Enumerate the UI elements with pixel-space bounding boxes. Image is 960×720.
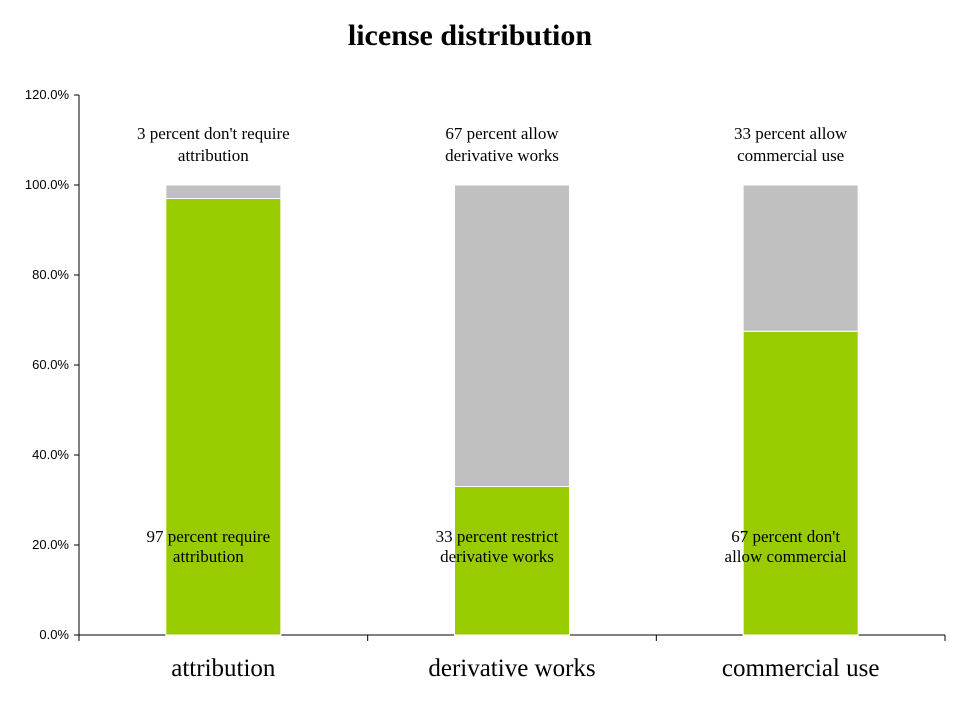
bar-green	[165, 198, 282, 636]
bar-green	[454, 486, 570, 636]
x-category-label: derivative works	[428, 655, 595, 682]
annotation-bottom: 67 percent don't	[731, 527, 840, 546]
y-tick-label: 40.0%	[32, 447, 69, 462]
annotation-bottom: allow commercial	[725, 547, 848, 566]
x-category-label: commercial use	[722, 655, 880, 682]
annotation-bottom: 33 percent restrict	[436, 527, 559, 546]
bar-gray	[742, 184, 859, 332]
annotation-top: 33 percent allow	[734, 124, 848, 143]
annotation-top: 67 percent allow	[445, 124, 559, 143]
annotation-bottom: attribution	[173, 547, 244, 566]
bar-green	[742, 330, 859, 636]
annotation-bottom: derivative works	[440, 547, 554, 566]
x-category-label: attribution	[171, 655, 276, 682]
bar-gray	[454, 184, 570, 487]
y-tick-label: 80.0%	[32, 267, 69, 282]
annotation-top: commercial use	[737, 146, 844, 165]
annotation-top: derivative works	[445, 146, 559, 165]
y-tick-label: 60.0%	[32, 357, 69, 372]
y-tick-label: 120.0%	[25, 87, 70, 102]
labels: attribution 3 percent don't require attrib…	[137, 124, 879, 682]
y-tick-label: 20.0%	[32, 537, 69, 552]
bars	[165, 184, 859, 636]
annotation-top: 3 percent don't require	[137, 124, 290, 143]
y-tick-label: 0.0%	[39, 627, 69, 642]
annotation-top: attribution	[178, 146, 249, 165]
y-tick-label: 100.0%	[25, 177, 70, 192]
bar-gray	[165, 184, 282, 199]
chart-title: license distribution	[348, 19, 593, 52]
annotation-bottom: 97 percent require	[146, 527, 270, 546]
